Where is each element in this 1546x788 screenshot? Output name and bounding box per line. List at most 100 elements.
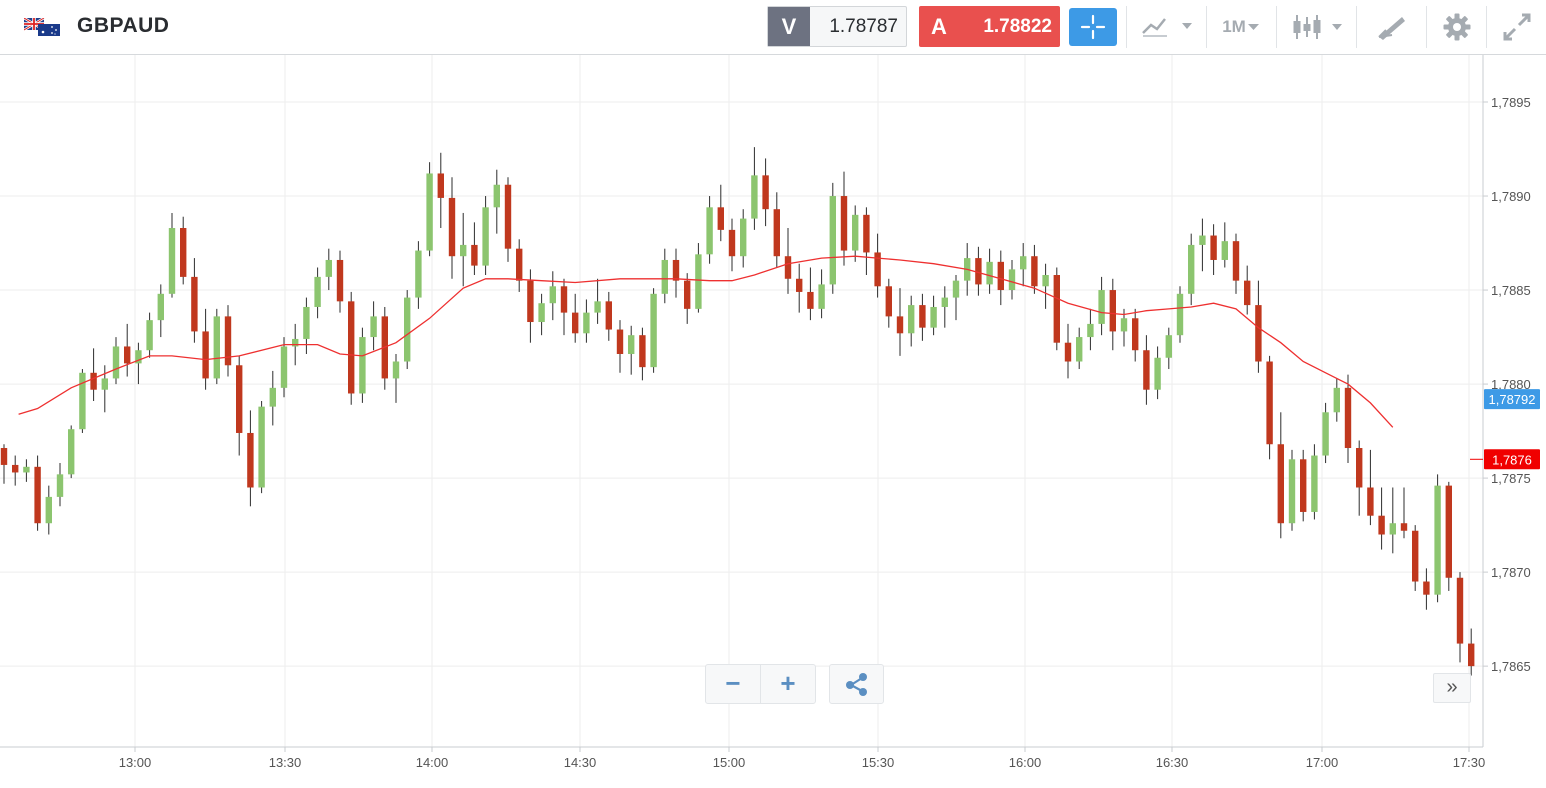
- fullscreen-button[interactable]: [1486, 6, 1546, 48]
- flag-uk-au-icon: [24, 18, 60, 36]
- candle-down: [191, 276, 198, 332]
- candle-up: [594, 301, 601, 313]
- candle-up: [404, 297, 411, 362]
- candle-up: [986, 261, 993, 285]
- candle-up: [1154, 357, 1161, 390]
- share-icon: [846, 673, 867, 696]
- candle-up: [460, 244, 467, 257]
- candle-down: [202, 331, 209, 379]
- candle-up: [1020, 256, 1027, 270]
- current-price-tag: 1,78792: [1484, 389, 1540, 410]
- candle-up: [101, 378, 108, 390]
- zoom-out-button[interactable]: −: [725, 668, 741, 698]
- candle-up: [23, 466, 30, 473]
- candle-down: [1143, 350, 1150, 390]
- x-tick-label: 15:00: [713, 755, 746, 770]
- settings-button[interactable]: [1426, 6, 1487, 48]
- chevron-down-icon: [1247, 24, 1259, 30]
- candle-down: [762, 175, 769, 210]
- drawing-tools-button[interactable]: [1356, 6, 1427, 48]
- candle-down: [504, 184, 512, 249]
- x-tick-label: 17:00: [1306, 755, 1339, 770]
- candle-down: [527, 280, 534, 323]
- candle-down: [1412, 530, 1419, 582]
- x-tick-label: 14:00: [416, 755, 449, 770]
- fullscreen-icon: [1503, 13, 1531, 41]
- candle-down: [224, 316, 232, 366]
- line-chart-icon: [1142, 18, 1192, 37]
- symbol-title: GBPAUD: [77, 14, 170, 37]
- candle-down: [639, 335, 646, 368]
- candle-down: [1210, 235, 1217, 260]
- candle-up: [68, 429, 75, 475]
- crosshair-button[interactable]: [1069, 8, 1117, 46]
- x-tick-label: 16:00: [1009, 755, 1042, 770]
- candle-up: [314, 276, 321, 307]
- sell-button[interactable]: V 1.78787: [767, 6, 907, 47]
- candle-down: [348, 301, 355, 394]
- candle-down: [874, 252, 881, 287]
- x-tick-label: 16:30: [1156, 755, 1189, 770]
- candle-up: [1434, 485, 1441, 595]
- candle-up: [1333, 387, 1340, 413]
- candle-down: [1109, 290, 1116, 332]
- chart-type-dropdown[interactable]: [1126, 6, 1207, 48]
- timeframe-dropdown[interactable]: 1M: [1206, 6, 1277, 48]
- candle-up: [1008, 269, 1016, 291]
- candle-up: [1076, 337, 1083, 362]
- candle-up: [650, 293, 657, 368]
- chart-svg[interactable]: 1,7895 1,7890 1,7885 1,7880 1,7875 1,7870 1,78…: [0, 55, 1546, 783]
- candle-up: [1199, 235, 1206, 245]
- drawing-tools-icon: [1378, 17, 1405, 40]
- candle-up: [1311, 455, 1318, 512]
- candle-up: [818, 284, 825, 309]
- candle-down: [1468, 643, 1475, 667]
- candle-down: [807, 291, 814, 309]
- candle-down: [1344, 387, 1352, 449]
- y-tick-label: 1,7880: [1491, 377, 1531, 392]
- candle-down: [1244, 280, 1251, 306]
- y-tick-label: 1,7865: [1491, 659, 1531, 674]
- candle-up: [303, 306, 310, 339]
- candle-up: [370, 316, 377, 338]
- candle-up: [829, 196, 836, 285]
- last-close-tag-text: 1,7876: [1492, 452, 1532, 467]
- candle-up: [45, 496, 52, 524]
- candle-down: [1255, 305, 1262, 362]
- buy-button[interactable]: A 1.78822: [919, 6, 1060, 47]
- candle-up: [426, 173, 433, 251]
- price-chart[interactable]: 1,7895 1,7890 1,7885 1,7880 1,7875 1,7870 1,78…: [0, 55, 1546, 783]
- candle-down: [516, 248, 523, 281]
- zoom-in-button[interactable]: +: [780, 668, 796, 698]
- y-tick-label: 1,7870: [1491, 565, 1531, 580]
- candle-up: [135, 350, 142, 364]
- candle-down: [560, 286, 568, 313]
- scroll-to-latest-button[interactable]: »: [1433, 673, 1471, 703]
- candle-up: [325, 259, 332, 277]
- sell-price: 1.78787: [829, 16, 898, 37]
- x-tick-label: 14:30: [564, 755, 597, 770]
- x-tick-label: 13:00: [119, 755, 152, 770]
- candle-down: [885, 286, 892, 317]
- last-close-tag-bg: [1484, 449, 1540, 470]
- candle-down: [336, 259, 344, 302]
- candle-down: [1400, 523, 1408, 531]
- candle-up: [292, 338, 299, 347]
- candle-up: [1288, 459, 1296, 524]
- candle-up: [908, 305, 915, 334]
- candle-down: [616, 329, 624, 354]
- y-tick-label: 1,7895: [1491, 95, 1531, 110]
- candle-up: [359, 337, 366, 394]
- candle-up: [549, 286, 556, 304]
- candle-up: [392, 361, 400, 379]
- candle-down: [34, 466, 41, 524]
- candle-down: [773, 209, 780, 257]
- candle-down: [247, 432, 254, 488]
- candle-down: [1367, 487, 1374, 516]
- timeframe-label: 1M: [1222, 17, 1246, 36]
- candle-up: [1221, 241, 1228, 260]
- share-button[interactable]: [829, 664, 884, 704]
- candle-style-dropdown[interactable]: [1276, 6, 1357, 48]
- candle-down: [471, 244, 478, 266]
- y-tick-label: 1,7890: [1491, 189, 1531, 204]
